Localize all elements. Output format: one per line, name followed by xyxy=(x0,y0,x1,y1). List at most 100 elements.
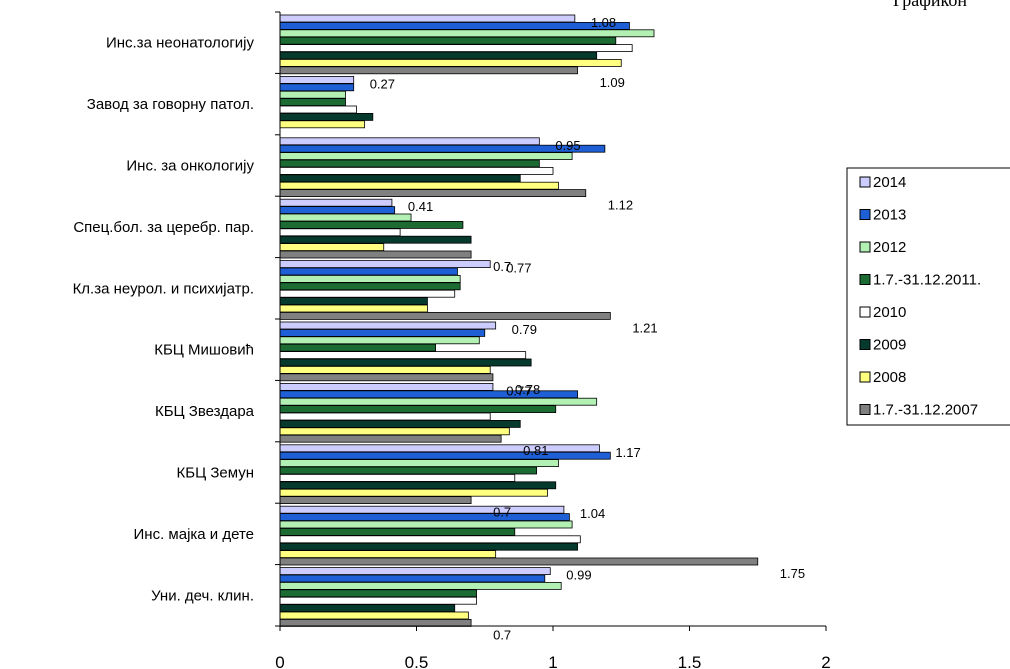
data-label: 0.7 xyxy=(493,627,511,642)
category-label: КБЦ Земун xyxy=(176,465,254,482)
bar xyxy=(279,21,630,30)
bar xyxy=(279,311,611,320)
bars-group xyxy=(279,14,759,627)
category-label: КБЦ Мишовић xyxy=(154,342,254,359)
bar xyxy=(279,574,546,583)
bar xyxy=(279,582,562,590)
legend-swatch xyxy=(859,209,871,220)
legend-label: 2008 xyxy=(873,369,906,386)
x-tick-label: 1 xyxy=(548,653,557,669)
bar xyxy=(279,213,412,222)
bar xyxy=(279,373,494,382)
bar xyxy=(279,496,472,505)
bar xyxy=(279,66,578,75)
legend-label: 2010 xyxy=(873,304,906,321)
bar xyxy=(279,466,538,475)
bar xyxy=(279,76,355,84)
bar xyxy=(279,434,502,443)
bar xyxy=(279,220,464,229)
category-label: Инс. мајка и дете xyxy=(134,526,254,543)
bar xyxy=(279,267,458,276)
bar xyxy=(279,44,633,52)
bar xyxy=(279,419,521,428)
bar xyxy=(279,412,491,421)
legend-label: 1.7.-31.12.2007 xyxy=(873,402,978,419)
category-label: Спец.бол. за церебр. пар. xyxy=(73,219,254,236)
bar xyxy=(279,98,346,106)
bar xyxy=(279,36,617,45)
bar xyxy=(279,14,576,23)
legend-box xyxy=(846,167,1010,426)
axes-group xyxy=(275,11,827,631)
legend-swatch xyxy=(859,241,871,253)
bar xyxy=(279,206,396,215)
bar xyxy=(279,235,472,244)
data-label: 1.04 xyxy=(580,506,605,521)
data-label: 1.12 xyxy=(608,198,633,213)
bar xyxy=(279,274,461,283)
bar xyxy=(279,513,570,521)
bar xyxy=(279,444,600,453)
bar xyxy=(279,152,573,161)
data-label: 0.81 xyxy=(523,443,548,458)
legend-label: 1.7.-31.12.2011. xyxy=(873,272,981,289)
bar xyxy=(279,304,428,313)
x-tick-label: 0 xyxy=(275,653,284,669)
legend-swatch xyxy=(859,306,871,318)
bar xyxy=(279,120,366,129)
bar xyxy=(279,243,385,252)
legend-swatch xyxy=(859,371,871,383)
bar xyxy=(279,405,557,414)
category-label: КБЦ Звездара xyxy=(155,403,255,420)
data-label: 0.27 xyxy=(370,76,395,91)
legend-swatch xyxy=(859,339,871,350)
bar xyxy=(279,459,559,468)
bar xyxy=(279,83,355,92)
bar xyxy=(279,351,527,360)
data-label: 0.95 xyxy=(555,138,580,153)
bar xyxy=(279,260,491,269)
bar xyxy=(279,59,622,67)
bar xyxy=(279,137,540,146)
bar xyxy=(279,343,437,352)
bar xyxy=(279,604,456,612)
bar xyxy=(279,567,551,575)
bar xyxy=(279,113,374,121)
bar xyxy=(279,427,510,436)
data-label: 0.41 xyxy=(408,199,433,214)
data-label: 1.21 xyxy=(632,320,657,335)
data-label: 1.17 xyxy=(615,445,640,460)
bar xyxy=(279,596,477,605)
bar xyxy=(279,550,497,558)
x-tick-label: 2 xyxy=(821,653,830,669)
bar xyxy=(279,382,494,391)
data-label: 1.09 xyxy=(600,75,625,90)
x-tick-labels-group: 0 0.5 1 1.5 2 xyxy=(275,653,830,669)
data-label: 0.7 xyxy=(493,505,511,520)
bar xyxy=(279,589,477,598)
data-label: 0.99 xyxy=(566,568,591,583)
bar xyxy=(279,250,472,259)
bar xyxy=(279,535,581,544)
category-label: Инс.за неонатологију xyxy=(106,35,255,52)
bar xyxy=(279,611,469,620)
category-label: Кл.за неурол. и психијатр. xyxy=(73,280,254,297)
bar xyxy=(279,505,565,514)
bar xyxy=(279,321,497,330)
bar xyxy=(279,619,472,627)
legend-label: 2014 xyxy=(873,174,906,191)
category-label: Уни. деч. клин. xyxy=(151,587,254,604)
bar xyxy=(279,557,759,566)
corner-text: Графикон xyxy=(893,0,967,10)
bar xyxy=(279,365,491,374)
x-tick-label: 0.5 xyxy=(405,653,429,669)
data-label: 0.79 xyxy=(512,322,537,337)
category-label: Завод за говорну патол. xyxy=(87,96,254,113)
bar xyxy=(279,51,598,60)
bar xyxy=(279,159,540,168)
bar xyxy=(279,198,393,207)
bar xyxy=(279,29,655,38)
data-label: 0.78 xyxy=(515,382,540,397)
legend-label: 2013 xyxy=(873,207,906,224)
bar xyxy=(279,336,480,345)
